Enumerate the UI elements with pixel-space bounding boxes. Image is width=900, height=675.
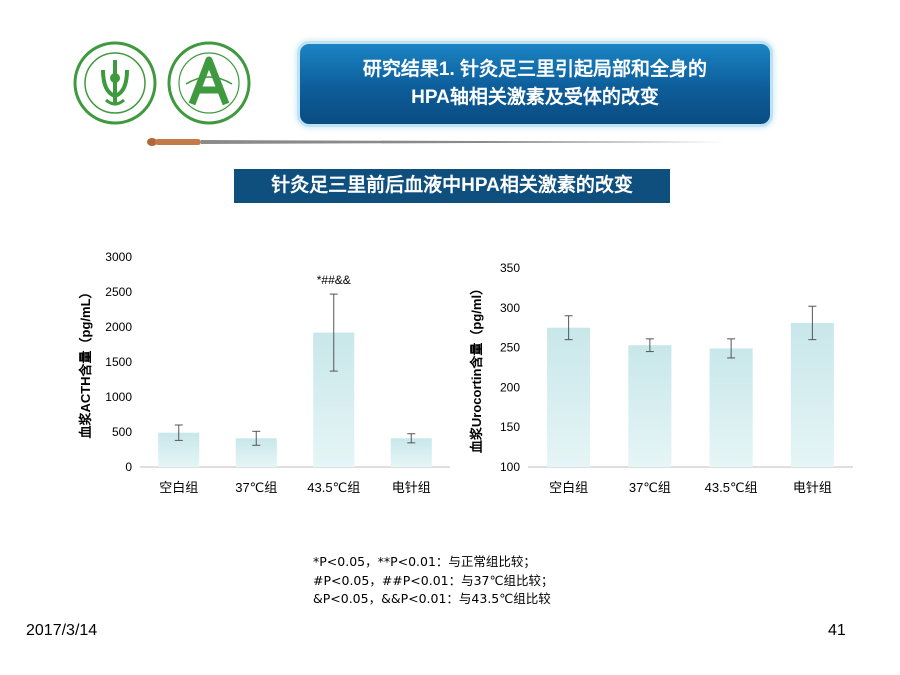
note-line: &P<0.05，&&P<0.01：与43.5℃组比较 — [313, 591, 551, 606]
x-tick-label: 电针组 — [793, 480, 832, 495]
x-tick-label: 空白组 — [549, 480, 588, 495]
significance-notes: *P<0.05，**P<0.01：与正常组比较； #P<0.05，##P<0.0… — [313, 553, 554, 609]
note-line: #P<0.05，##P<0.01：与37℃组比较； — [313, 572, 554, 588]
urocortin-bar-chart: 血浆Urocortin含量（pg/ml） 100 150 200 250 300 350 空白… — [469, 261, 853, 495]
acupuncture-needle-icon — [147, 138, 726, 146]
error-bar — [727, 338, 736, 359]
y-tick-label: 350 — [500, 261, 520, 275]
y-tick-label: 3000 — [105, 250, 132, 264]
x-tick-label: 43.5℃组 — [307, 480, 360, 495]
acupuncture-institute-seal-icon — [167, 41, 251, 125]
acth-bar-chart: 血浆ACTH含量（pg/mL） 0 500 1000 1500 2000 2500 3000 空… — [78, 250, 450, 495]
error-bar — [564, 315, 573, 341]
x-tick-label: 电针组 — [392, 480, 431, 495]
slide-title: 研究结果1. 针灸足三里引起局部和全身的 HPA轴相关激素及受体的改变 — [300, 44, 770, 124]
x-tick-label: 43.5℃组 — [705, 480, 758, 495]
error-bar — [645, 338, 654, 353]
y-tick-label: 200 — [500, 380, 520, 394]
bar — [709, 348, 753, 467]
x-tick-label: 37℃组 — [629, 480, 671, 495]
bar — [628, 345, 672, 467]
error-bar — [329, 293, 338, 372]
y-tick-label: 300 — [500, 301, 520, 315]
section-subtitle: 针灸足三里前后血液中HPA相关激素的改变 — [234, 169, 670, 203]
error-bar — [252, 430, 261, 446]
note-line: *P<0.05，**P<0.01：与正常组比较； — [313, 554, 536, 569]
x-tick-label: 空白组 — [159, 480, 198, 495]
china-academy-seal-icon — [73, 41, 157, 125]
y-tick-label: 2500 — [105, 285, 132, 299]
y-tick-label: 250 — [500, 341, 520, 355]
y-tick-label: 2000 — [105, 320, 132, 334]
title-line-1: 研究结果1. 针灸足三里引起局部和全身的 — [362, 59, 708, 80]
error-bar — [407, 433, 416, 444]
y-tick-label: 1500 — [105, 355, 132, 369]
y-axis-label: 血浆ACTH含量（pg/mL） — [78, 285, 93, 438]
bar — [790, 322, 834, 467]
error-bar — [808, 305, 817, 341]
y-tick-label: 150 — [500, 420, 520, 434]
x-tick-label: 37℃组 — [235, 480, 277, 495]
page-number: 41 — [828, 622, 846, 639]
error-bar — [174, 424, 183, 441]
title-line-2: HPA轴相关激素及受体的改变 — [411, 87, 659, 108]
y-tick-label: 100 — [500, 460, 520, 474]
significance-annotation: *##&& — [317, 273, 351, 287]
y-axis-label: 血浆Urocortin含量（pg/ml） — [469, 282, 484, 453]
bar — [547, 327, 591, 467]
y-tick-label: 500 — [112, 425, 132, 439]
y-tick-label: 0 — [125, 460, 132, 474]
footer-date: 2017/3/14 — [26, 622, 98, 639]
y-tick-label: 1000 — [105, 390, 132, 404]
